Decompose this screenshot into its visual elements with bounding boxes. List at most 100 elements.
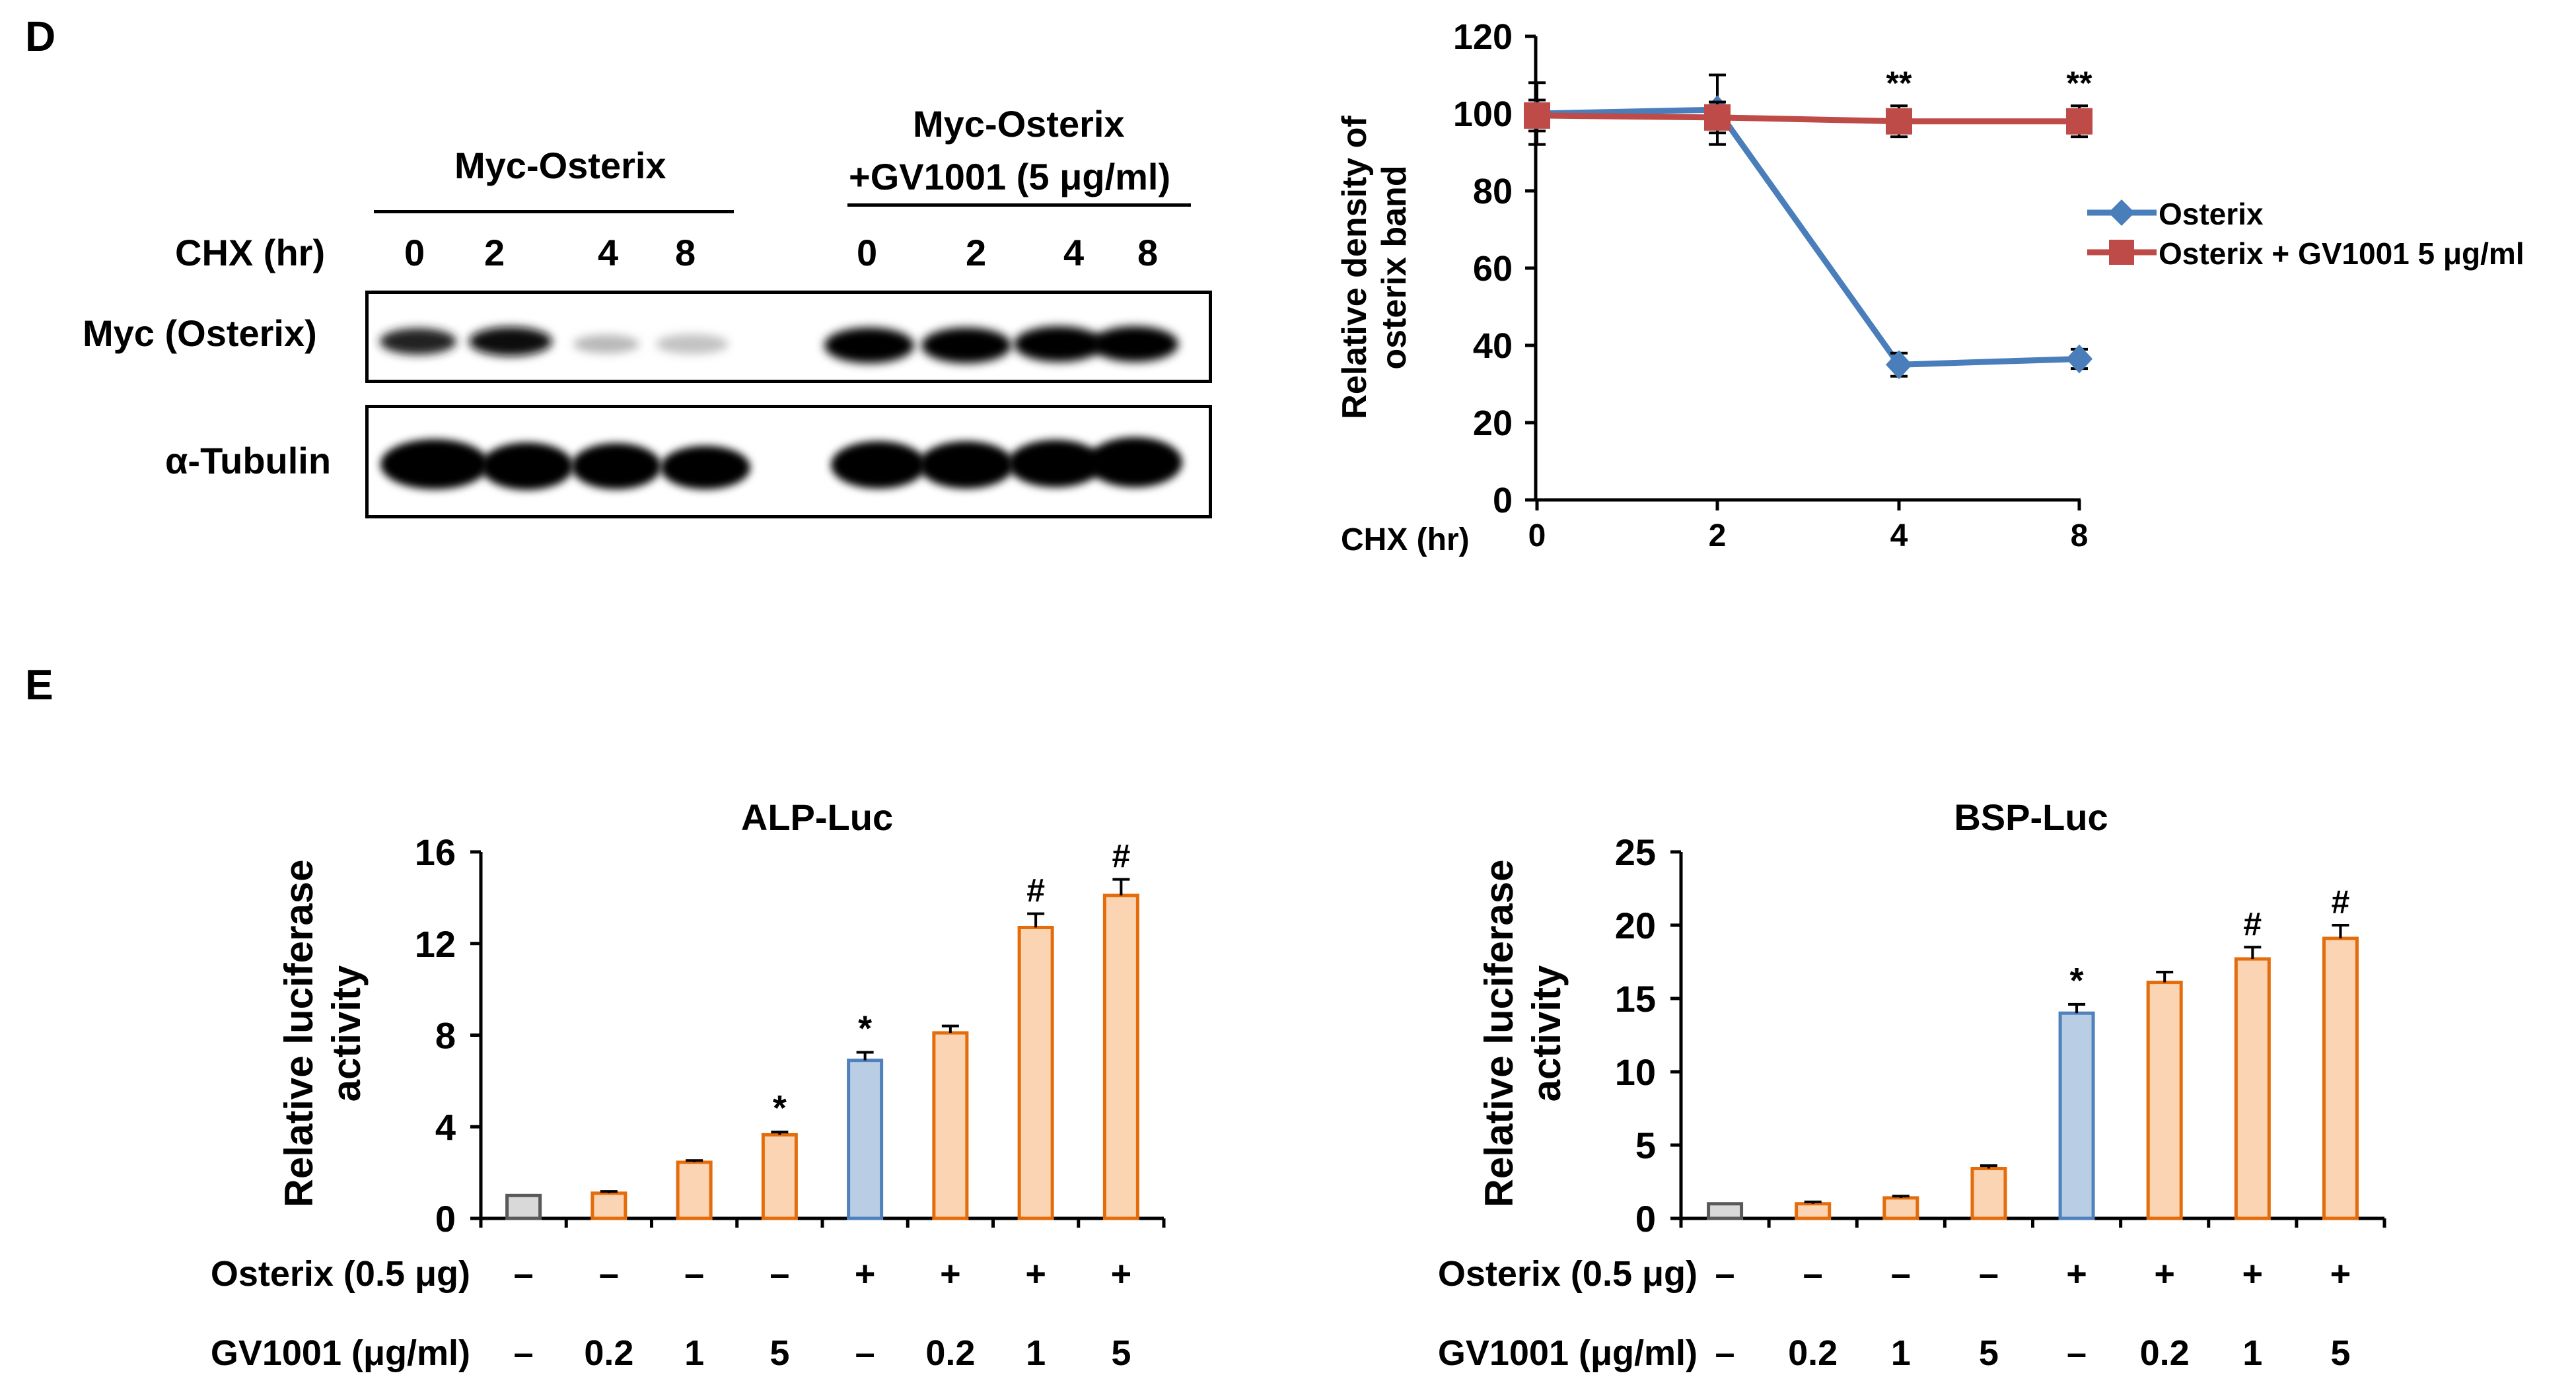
y-axis-label: Relative luciferase [1477,860,1521,1208]
osterix-row-value: – [1715,1254,1735,1294]
y-tick-label: 12 [415,923,456,965]
band [481,442,573,490]
significance-mark: * [858,1009,872,1049]
tubulin-bands [380,437,1182,490]
y-tick-label: 4 [435,1106,456,1148]
band [831,441,926,489]
osterix-row-value: + [2330,1254,2351,1294]
legend-marker-osterix-gv1001 [2109,240,2134,265]
osterix-row-label: Osterix (0.5 μg) [211,1254,470,1294]
legend-label-osterix: Osterix [2159,197,2264,231]
line-y-tick-label: 20 [1473,403,1513,443]
osterix-row-value: + [1025,1254,1046,1294]
chart-title: ALP-Luc [741,796,893,838]
lane-label: 4 [1063,232,1085,273]
blot-row1-label: Myc (Osterix) [83,312,317,354]
bar [1970,1167,2007,1220]
y-tick-label: 0 [1635,1198,1656,1240]
line-y-label: Relative density of [1336,116,1374,419]
lane-label: 8 [1137,232,1159,273]
band [380,439,489,489]
significance-mark: # [2243,905,2262,942]
myc-osterix-bands [380,326,1178,363]
y-tick-label: 16 [415,831,456,873]
line-x-tick-label: 0 [1528,518,1546,553]
gv1001-row-label: GV1001 (μg/ml) [211,1333,470,1373]
legend-label-osterix-gv1001: Osterix + GV1001 5 μg/ml [2159,236,2524,271]
lane-label: 4 [598,232,619,273]
chx-label: CHX (hr) [175,232,326,273]
band [469,327,552,356]
line-y-tick-label: 120 [1453,17,1513,57]
gv1001-row-value: 0.2 [584,1333,633,1373]
bar [1102,893,1139,1220]
band [1091,326,1178,362]
y-tick-label: 25 [1615,831,1656,873]
gv1001-row-value: – [2067,1333,2087,1373]
gv1001-row-value: 1 [1891,1333,1911,1373]
band [380,328,456,355]
gv1001-row-value: 5 [1111,1333,1131,1373]
band [921,328,1011,363]
blot-row2-label: α-Tubulin [165,440,332,481]
band [824,328,914,363]
band [1008,440,1103,487]
data-point-marker [1704,104,1731,131]
significance-mark: # [1026,872,1045,909]
osterix-row-value: + [2066,1254,2087,1294]
osterix-row-value: – [514,1254,534,1294]
bar [590,1191,627,1220]
osterix-row-value: + [2242,1254,2264,1294]
gv1001-row-value: – [514,1333,534,1373]
y-tick-label: 20 [1615,905,1656,946]
blot-group2-label-line2: +GV1001 (5 μg/ml) [849,156,1171,197]
band [661,446,750,489]
gv1001-row-value: 0.2 [1788,1333,1838,1373]
bar [676,1160,713,1220]
osterix-row-value: + [940,1254,961,1294]
blot-group2-underline [847,203,1191,207]
y-tick-label: 15 [1615,978,1656,1020]
line-series-osterix-gv1001 [1536,112,2079,125]
line-y-label: osterix band [1375,165,1413,369]
gv1001-row-value: 5 [769,1333,789,1373]
line-x-tick-label: 8 [2071,518,2089,553]
significance-mark: # [1112,838,1130,875]
significance-mark: ** [2067,65,2093,102]
lane-label: 8 [675,232,696,273]
tubulin-blot [365,405,1212,518]
alp-luc-chart: ALP-Luc Relative luciferase activity 0 4 8 12 1… [211,796,1166,1373]
data-point-marker [1886,350,1912,380]
line-x-tick-label: 2 [1709,518,1727,553]
gv1001-row-value: 1 [684,1333,704,1373]
band [571,443,661,489]
significance-mark: # [2332,884,2350,921]
osterix-row-value: – [769,1254,789,1294]
gv1001-row-value: 5 [1979,1333,1999,1373]
bar [2322,936,2359,1220]
osterix-row-value: – [1803,1254,1823,1294]
bar [1882,1196,1919,1220]
osterix-row-value: + [855,1254,876,1294]
y-axis-label: activity [1524,965,1569,1102]
line-series-osterix [1536,106,2080,368]
bar [1795,1202,1832,1220]
gv1001-row-value: 1 [1026,1333,1046,1373]
legend-marker-osterix [2108,199,2135,226]
band [656,334,729,354]
osterix-row-value: – [684,1254,704,1294]
bar [505,1193,542,1220]
gv1001-row-value: 5 [2330,1333,2350,1373]
lane-label: 0 [857,232,878,273]
bar [2234,957,2271,1220]
gv1001-row-value: – [855,1333,875,1373]
line-y-tick-label: 100 [1453,94,1513,134]
gv1001-row-value: 0.2 [925,1333,975,1373]
bar [761,1133,798,1220]
osterix-row-label: Osterix (0.5 μg) [1438,1254,1698,1294]
data-point-marker [1886,108,1912,135]
blot-group1-label: Myc-Osterix [454,145,666,186]
band [919,441,1014,489]
significance-mark: * [2070,961,2084,1000]
